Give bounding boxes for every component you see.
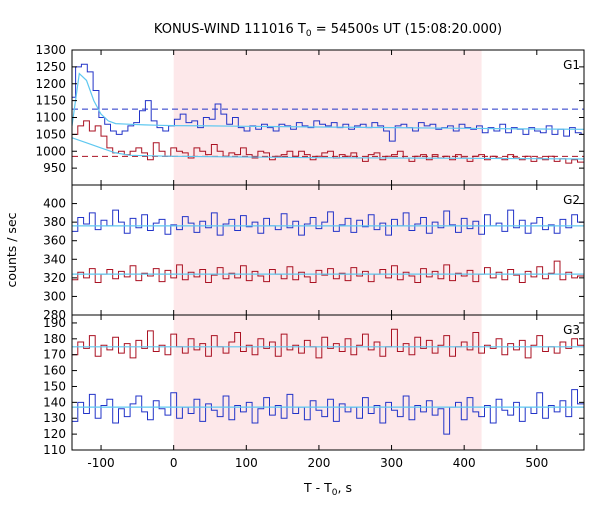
y-tick-label: 110	[43, 443, 66, 457]
chart-title-subscript: 0	[306, 29, 312, 39]
y-tick-label: 300	[43, 289, 66, 303]
x-tick-label: -100	[87, 456, 114, 470]
y-tick-label: 140	[43, 395, 66, 409]
y-tick-label: 130	[43, 411, 66, 425]
x-tick-label: 0	[170, 456, 178, 470]
y-tick-label: 400	[43, 197, 66, 211]
y-tick-label: 1100	[35, 111, 66, 125]
y-tick-label: 340	[43, 252, 66, 266]
x-tick-label: 100	[235, 456, 258, 470]
y-tick-label: 1250	[35, 60, 66, 74]
x-tick-label: 300	[380, 456, 403, 470]
panel-label-g2: G2	[563, 193, 580, 207]
y-tick-label: 280	[43, 308, 66, 322]
panels-group: 9501000105011001150120012501300G12803003…	[35, 43, 585, 470]
y-tick-label: 120	[43, 427, 66, 441]
y-tick-label: 160	[43, 364, 66, 378]
panel-plot-area	[72, 328, 584, 435]
y-tick-label: 180	[43, 332, 66, 346]
y-tick-label: 170	[43, 348, 66, 362]
series-line-red	[72, 120, 584, 164]
chart-title-prefix: KONUS-WIND 111016 T	[154, 22, 306, 37]
x-tick-label: 200	[307, 456, 330, 470]
y-tick-label: 360	[43, 234, 66, 248]
shaded-interval	[173, 50, 482, 450]
y-tick-label: 190	[43, 316, 66, 330]
x-axis-label-prefix: T - T	[303, 480, 332, 495]
panel-1: 950 1000 1050 1100 1150 1200 1250 1300 G1	[35, 43, 585, 186]
fit-line-fit	[72, 137, 584, 160]
y-tick-label: 1300	[35, 43, 66, 57]
y-tick-label: 320	[43, 271, 66, 285]
y-tick-label: 1200	[35, 77, 66, 91]
y-tick-label: 150	[43, 379, 66, 393]
series-line-red	[72, 328, 584, 359]
x-tick-label: 400	[453, 456, 476, 470]
panel-label-g3: G3	[563, 323, 580, 337]
x-axis-label: T - T0, s	[303, 480, 352, 498]
x-axis-label-subscript: 0	[332, 488, 338, 498]
chart-title: KONUS-WIND 111016 T0 = 54500s UT (15:08:…	[154, 22, 502, 39]
y-axis-label: counts / sec	[4, 212, 19, 287]
x-tick-label: 500	[525, 456, 548, 470]
y-tick-label: 950	[43, 161, 66, 175]
y-tick-label: 380	[43, 215, 66, 229]
panel-label-g1: G1	[563, 58, 580, 72]
chart-title-suffix: = 54500s UT (15:08:20.000)	[312, 22, 502, 37]
series-line-red	[72, 260, 584, 283]
series-line-blue	[72, 389, 584, 435]
fit-line-fit	[72, 72, 584, 130]
y-tick-label: 1000	[35, 144, 66, 158]
panel-plot-area	[72, 209, 584, 283]
y-tick-label: 1050	[35, 127, 66, 141]
x-axis-label-suffix: , s	[338, 480, 352, 495]
panel-plot-area	[72, 63, 584, 164]
y-tick-label: 1150	[35, 94, 66, 108]
series-line-blue	[72, 209, 584, 236]
series-line-blue	[72, 63, 584, 142]
panel-frame	[71, 314, 585, 451]
